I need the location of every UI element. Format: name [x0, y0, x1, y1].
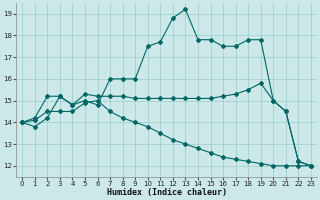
X-axis label: Humidex (Indice chaleur): Humidex (Indice chaleur)	[107, 188, 227, 197]
